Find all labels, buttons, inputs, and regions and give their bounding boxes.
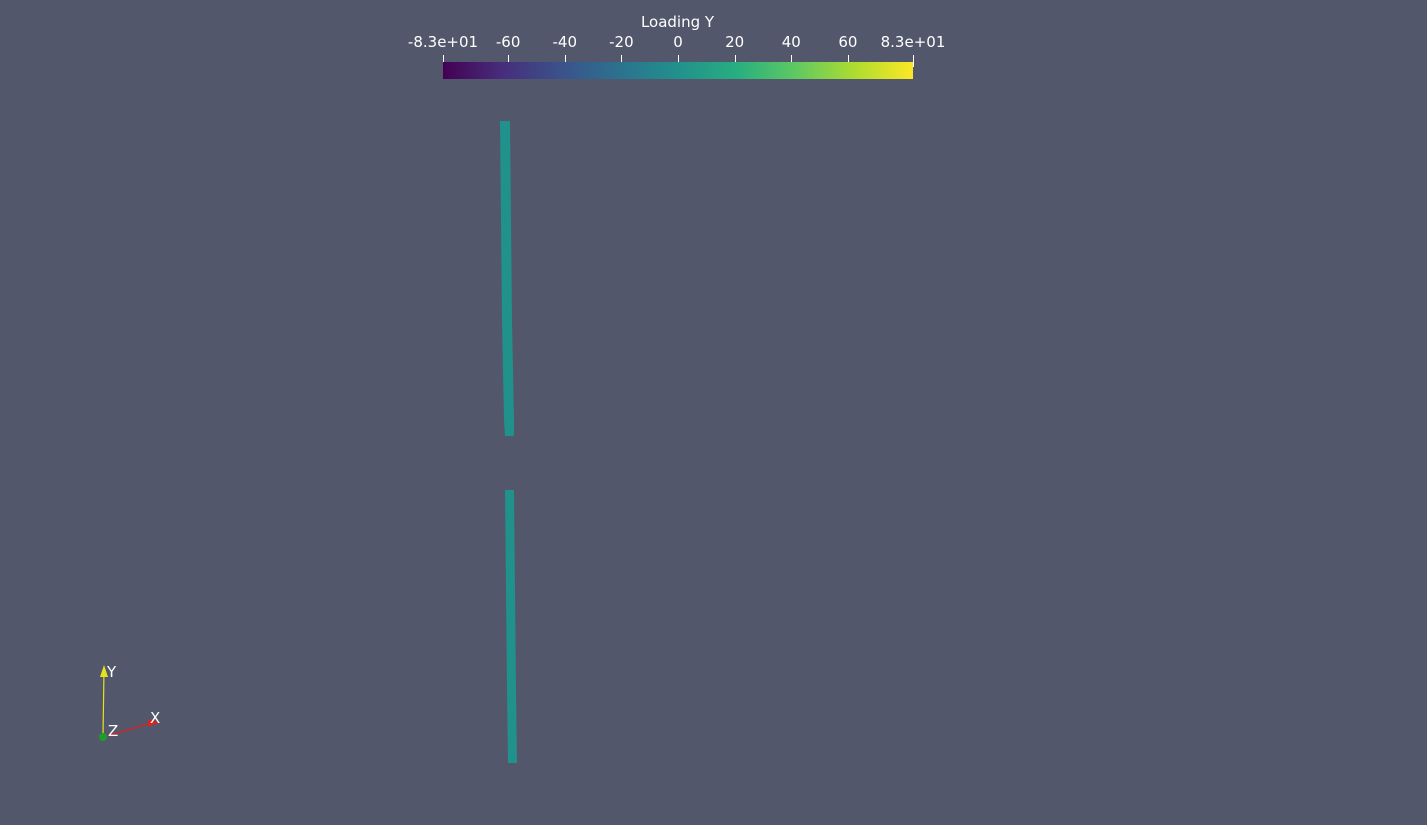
orientation-axes: Y X Z <box>99 663 160 741</box>
scalar-bar-tick-label: 8.3e+01 <box>880 33 946 51</box>
curve-segment-upper <box>500 121 514 436</box>
scalar-bar-tick-mark <box>621 55 622 67</box>
scalar-bar-tick-mark <box>443 55 444 67</box>
scalar-bar-tick-label: 40 <box>781 33 801 51</box>
y-axis-label: Y <box>106 663 117 681</box>
scalar-bar-tick-mark <box>565 55 566 67</box>
scalar-bar-tick-mark <box>678 55 679 67</box>
scalar-bar-tick-mark <box>791 55 792 67</box>
scalar-bar-tick-label: 60 <box>838 33 858 51</box>
z-axis-label: Z <box>108 722 118 740</box>
z-axis-marker <box>99 733 107 741</box>
scalar-bar-tick-mark <box>508 55 509 67</box>
x-axis-arrow <box>148 719 160 726</box>
x-axis-label: X <box>150 709 160 727</box>
curve-segment-lower <box>505 490 517 763</box>
x-axis-line <box>102 722 153 738</box>
scalar-bar-tick-label: -20 <box>609 33 634 51</box>
scalar-bar-tick-mark <box>913 55 914 67</box>
scalar-bar-tick-label: -8.3e+01 <box>407 33 479 51</box>
scalar-bar-tick-label: -40 <box>552 33 577 51</box>
y-axis-arrow <box>100 665 108 677</box>
scalar-bar-tick-mark <box>735 55 736 67</box>
scalar-bar-tick-mark <box>848 55 849 67</box>
scalar-bar-color-ramp <box>443 62 913 79</box>
scalar-bar-tick-label: 0 <box>673 33 683 51</box>
scalar-bar-title: Loading Y <box>640 13 715 31</box>
scalar-bar-tick-label: 20 <box>725 33 745 51</box>
y-axis-line <box>102 668 105 738</box>
scalar-bar-tick-label: -60 <box>495 33 521 51</box>
